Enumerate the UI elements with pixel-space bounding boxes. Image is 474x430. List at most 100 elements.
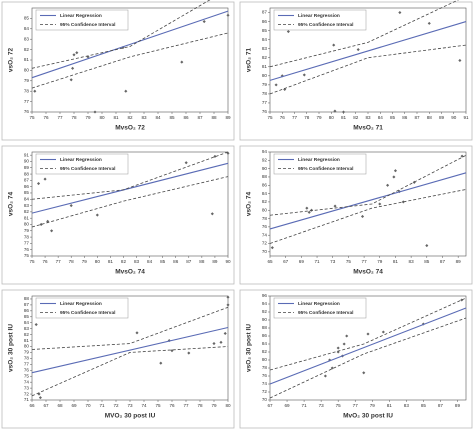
data-point — [362, 371, 366, 375]
x-tick-label: 78 — [69, 259, 75, 264]
x-tick-label: 81 — [393, 259, 399, 264]
x-tick-label: 80 — [225, 403, 231, 408]
x-tick-label: 77 — [57, 115, 63, 120]
x-tick-label: 86 — [173, 259, 179, 264]
panel-border — [1, 289, 235, 429]
data-point — [226, 295, 230, 299]
x-tick-label: 81 — [341, 115, 347, 120]
y-tick-label: 86 — [24, 184, 30, 189]
legend-box — [273, 153, 367, 175]
y-tick-label: 80 — [24, 344, 30, 349]
x-tick-label: 88 — [427, 115, 433, 120]
y-tick-label: 76 — [262, 373, 268, 378]
y-tick-label: 76 — [262, 109, 268, 114]
panel: 75 76 77 78 79 80 81 82 83 84 85 86 87 88 897677787980… — [1, 0, 235, 141]
x-tick-label: 87 — [186, 259, 192, 264]
y-tick-label: 77 — [24, 362, 30, 367]
x-tick-label: 82 — [121, 259, 127, 264]
x-tick-label: 77 — [183, 403, 189, 408]
y-tick-label: 84 — [24, 26, 30, 31]
data-point — [184, 161, 188, 165]
y-tick-label: 80 — [262, 73, 268, 78]
regression-line — [31, 162, 229, 214]
ci-upper — [269, 0, 459, 68]
y-tick-label: 92 — [262, 158, 268, 163]
panel-border — [1, 1, 235, 141]
y-tick-label: 77 — [262, 100, 268, 105]
y-tick-label: 84 — [24, 196, 30, 201]
x-tick-label: 87 — [440, 259, 446, 264]
x-tick-label: 75 — [155, 403, 161, 408]
legend-box — [273, 9, 367, 31]
y-tick-label: 80 — [262, 207, 268, 212]
x-tick-label: 83 — [141, 115, 147, 120]
data-point — [366, 332, 370, 336]
x-tick-label: 86 — [402, 115, 408, 120]
y-tick-label: 81 — [24, 57, 30, 62]
y-tick-label: 85 — [24, 190, 30, 195]
ci-lower — [31, 176, 229, 228]
y-tick-label: 85 — [24, 16, 30, 21]
x-tick-label: 83 — [365, 115, 371, 120]
x-tick-label: 85 — [424, 259, 430, 264]
y-tick-label: 84 — [262, 37, 268, 42]
data-point — [330, 366, 334, 370]
legend-label: 95% Confidence Interval — [60, 310, 115, 316]
y-tick-label: 80 — [24, 222, 30, 227]
x-tick-label: 75 — [346, 259, 352, 264]
y-tick-label: 82 — [24, 209, 30, 214]
x-tick-label: 85 — [421, 403, 427, 408]
legend-label: Linear Regression — [60, 301, 102, 307]
x-tick-label: 81 — [387, 403, 393, 408]
x-tick-label: 82 — [127, 115, 133, 120]
data-point — [219, 340, 223, 344]
y-tick-label: 72 — [24, 391, 30, 396]
panel-border — [1, 145, 235, 285]
data-point — [187, 351, 191, 355]
y-tick-label: 86 — [24, 308, 30, 313]
x-tick-label: 79 — [370, 403, 376, 408]
y-tick-label: 72 — [262, 389, 268, 394]
y-tick-label: 78 — [262, 216, 268, 221]
legend-label: Linear Regression — [298, 13, 340, 19]
x-axis-label: MvsO₂ 74 — [353, 269, 383, 276]
panel: 65 67 69 71 73 75 77 79 81 83 85 87 89 70 72 74 76 78 80 82… — [239, 145, 473, 285]
panel-border — [239, 289, 473, 429]
y-tick-label: 81 — [262, 64, 268, 69]
y-axis-label: vsO₂ 74 — [8, 192, 15, 217]
ci-lower — [31, 346, 229, 397]
y-tick-label: 89 — [24, 165, 30, 170]
y-tick-label: 79 — [24, 350, 30, 355]
x-tick-label: 86 — [183, 115, 189, 120]
x-tick-label: 83 — [409, 259, 415, 264]
x-tick-label: 73 — [127, 403, 133, 408]
y-tick-label: 76 — [24, 109, 30, 114]
y-tick-label: 81 — [24, 215, 30, 220]
y-tick-label: 82 — [24, 332, 30, 337]
y-tick-label: 73 — [24, 385, 30, 390]
y-tick-label: 90 — [262, 166, 268, 171]
x-tick-label: 76 — [43, 259, 49, 264]
y-tick-label: 90 — [262, 317, 268, 322]
y-tick-label: 74 — [262, 381, 268, 386]
x-tick-label: 78 — [197, 403, 203, 408]
x-tick-label: 73 — [330, 259, 336, 264]
data-point — [72, 53, 76, 57]
legend-label: Linear Regression — [60, 13, 102, 19]
data-point — [345, 334, 349, 338]
x-tick-label: 80 — [95, 259, 101, 264]
y-tick-label: 84 — [24, 320, 30, 325]
y-tick-label: 88 — [262, 325, 268, 330]
panel: 67 69 71 73 75 77 79 81 83 85 87 89 70 72 74 76 78 80 82 84… — [239, 289, 473, 429]
x-tick-label: 79 — [316, 115, 322, 120]
x-tick-label: 88 — [199, 259, 205, 264]
y-tick-label: 91 — [24, 152, 30, 157]
x-tick-label: 79 — [211, 403, 217, 408]
y-axis-label: vsO₂ 30 post IU — [246, 324, 253, 372]
panel: 66 67 68 69 70 71 72 73 74 75 76 77 78 79 807172737475… — [1, 289, 235, 429]
y-tick-label: 85 — [24, 314, 30, 319]
x-tick-label: 80 — [99, 115, 105, 120]
x-tick-label: 83 — [404, 403, 410, 408]
legend-label: 95% Confidence Interval — [298, 22, 353, 28]
